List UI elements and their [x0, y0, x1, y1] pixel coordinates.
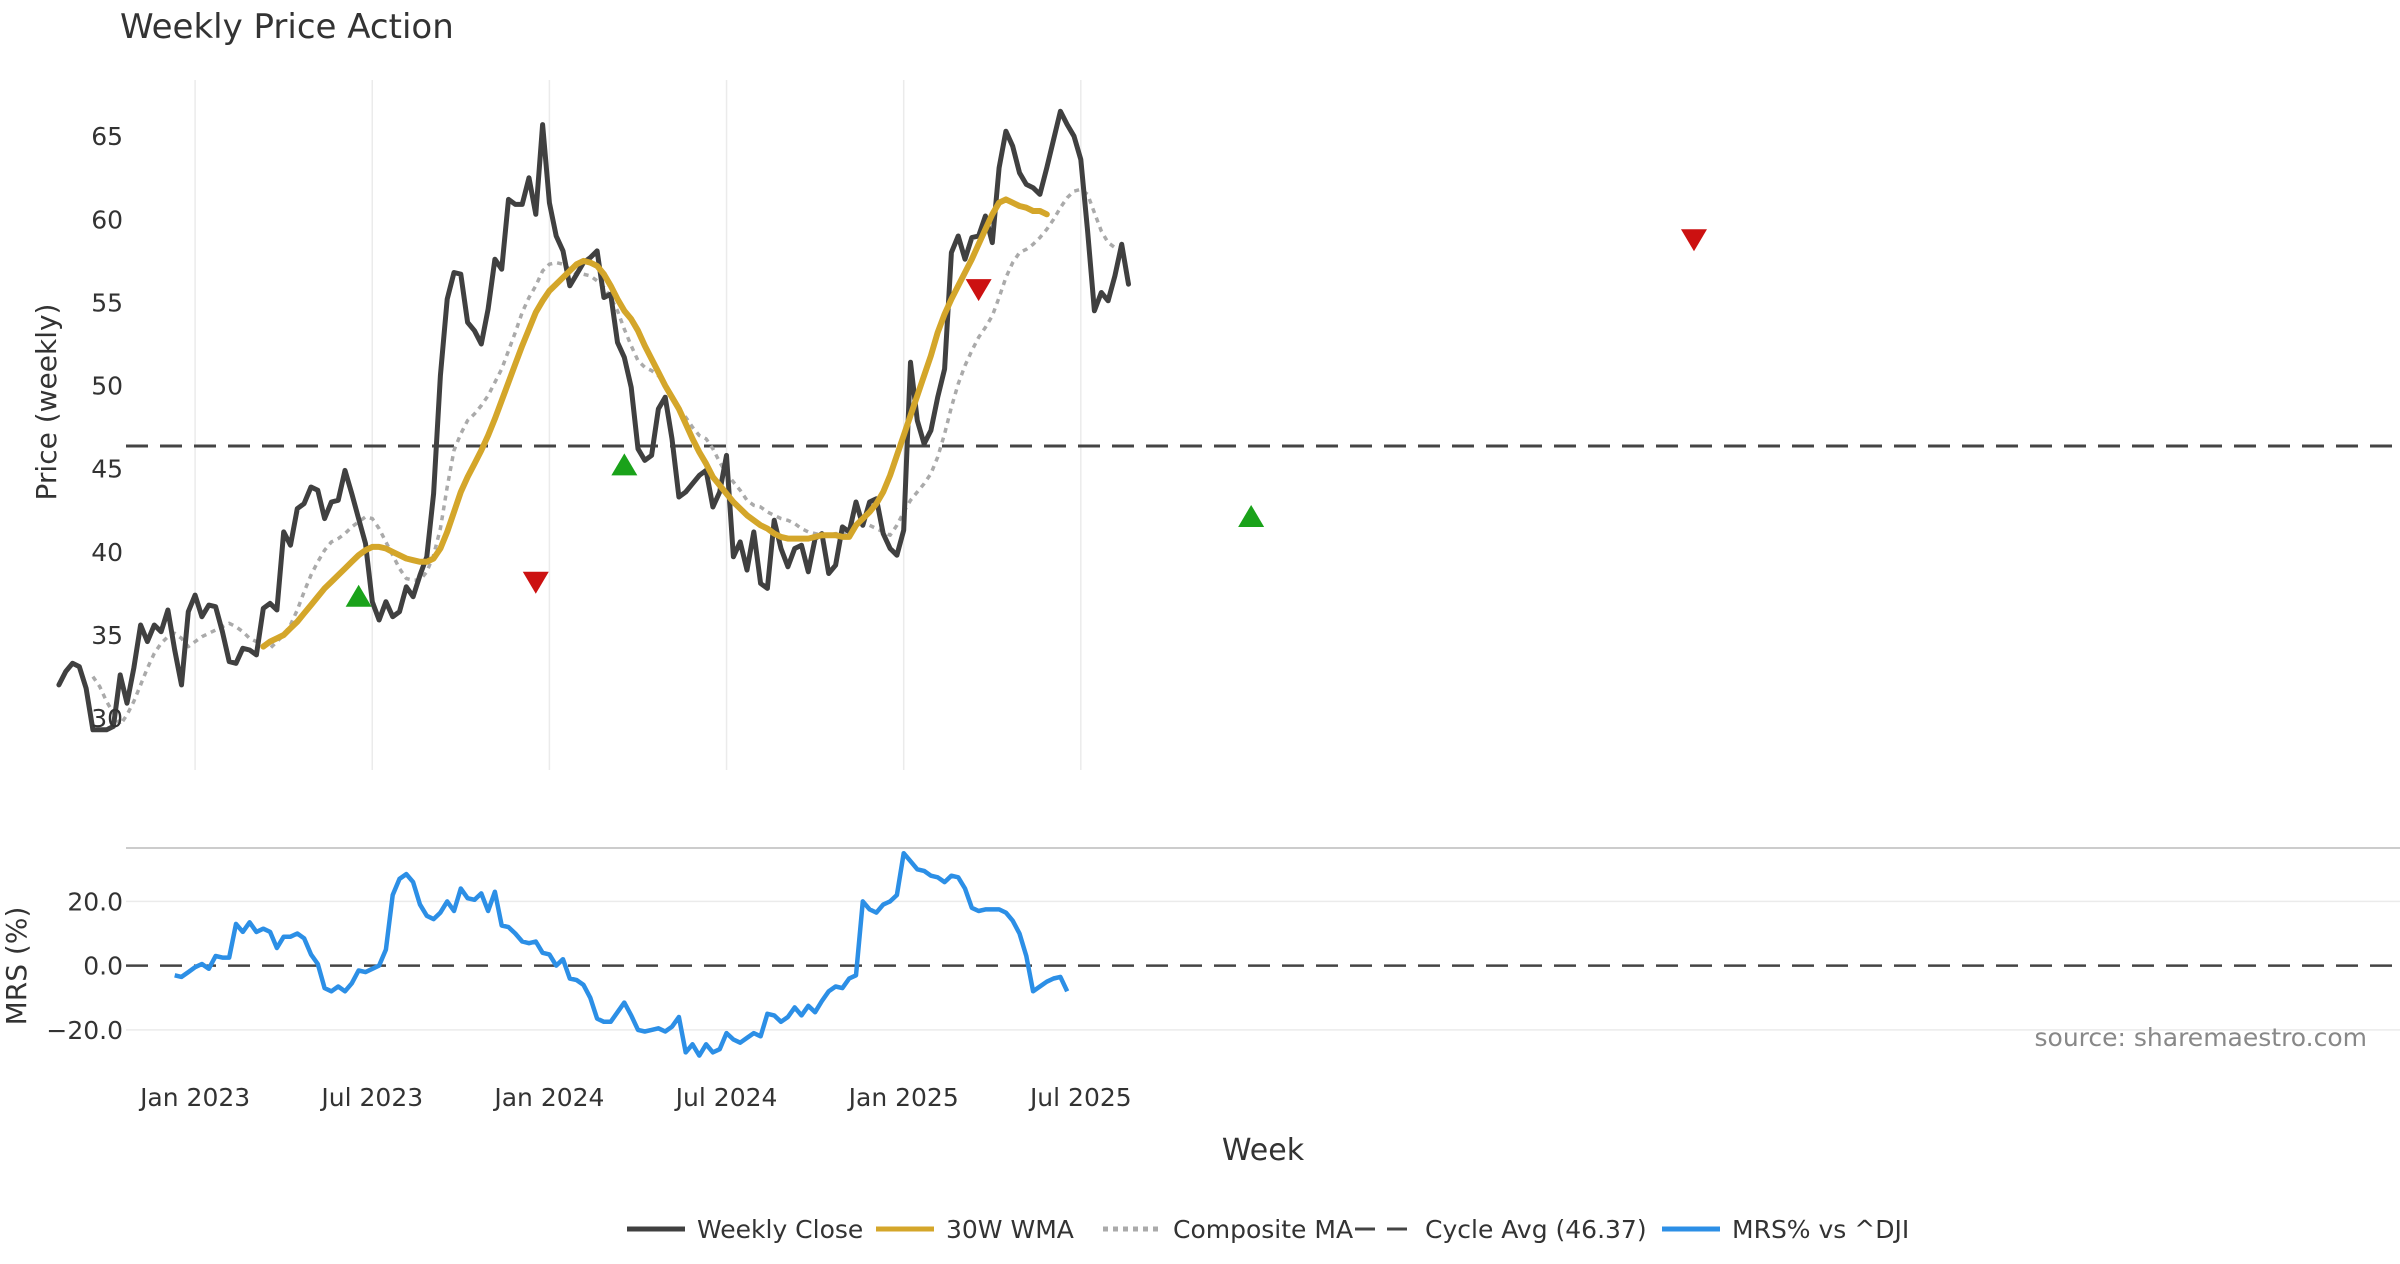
- buy-signal-marker: [611, 453, 638, 476]
- price-y-tick-label: 60: [91, 205, 123, 234]
- x-tick-label: Jul 2023: [319, 1083, 423, 1112]
- mrs-line: [174, 850, 1070, 1058]
- signal-markers: [345, 229, 1707, 607]
- mrs-y-ticks: −20.0 0.0 20.0: [46, 887, 123, 1044]
- price-y-tick-label: 55: [91, 288, 123, 317]
- legend-label: Cycle Avg (46.37): [1425, 1215, 1647, 1244]
- chart-title: Weekly Price Action: [120, 7, 454, 47]
- mrs-y-tick-label: 0.0: [83, 952, 123, 981]
- price-series-group: [56, 108, 1131, 733]
- source-note: source: sharemaestro.com: [2035, 1023, 2368, 1052]
- mrs-y-tick-label: −20.0: [46, 1016, 123, 1045]
- price-y-tick-label: 50: [91, 372, 123, 401]
- legend: Weekly Close 30W WMA Composite MA Cycle Avg…: [627, 1215, 1909, 1244]
- weekly-close-line: [56, 108, 1131, 733]
- x-tick-label: Jul 2025: [1028, 1083, 1132, 1112]
- x-tick-label: Jan 2023: [138, 1083, 250, 1112]
- price-y-tick-label: 45: [91, 455, 123, 484]
- price-y-tick-label: 30: [91, 704, 123, 733]
- buy-signal-marker: [1238, 504, 1265, 527]
- mrs-y-label: MRS (%): [0, 907, 33, 1026]
- mrs-gridlines: [126, 900, 2400, 1031]
- x-tick-label: Jan 2024: [492, 1083, 604, 1112]
- legend-label: Composite MA: [1173, 1215, 1353, 1244]
- legend-label: 30W WMA: [946, 1215, 1074, 1244]
- x-axis-ticks: Jan 2023 Jul 2023 Jan 2024 Jul 2024 Jan 2025…: [138, 1083, 1132, 1112]
- legend-label: Weekly Close: [697, 1215, 863, 1244]
- mrs-y-tick-label: 20.0: [67, 887, 123, 916]
- wma-30-line: [260, 196, 1050, 650]
- price-y-tick-label: 35: [91, 621, 123, 650]
- sell-signal-marker: [965, 279, 992, 302]
- x-tick-label: Jan 2025: [847, 1083, 959, 1112]
- price-y-tick-label: 40: [91, 538, 123, 567]
- mrs-series-group: [174, 850, 1070, 1058]
- price-y-tick-label: 65: [91, 122, 123, 151]
- price-y-label: Price (weekly): [30, 304, 63, 501]
- legend-label: MRS% vs ^DJI: [1732, 1215, 1909, 1244]
- sell-signal-marker: [522, 571, 549, 594]
- sell-signal-marker: [1680, 229, 1707, 252]
- price-y-ticks: 30 35 40 45 50 55 60 65: [91, 122, 123, 733]
- x-tick-label: Jul 2024: [674, 1083, 778, 1112]
- x-axis-label: Week: [1222, 1133, 1305, 1168]
- price-gridlines: [194, 80, 1082, 770]
- buy-signal-marker: [345, 584, 372, 607]
